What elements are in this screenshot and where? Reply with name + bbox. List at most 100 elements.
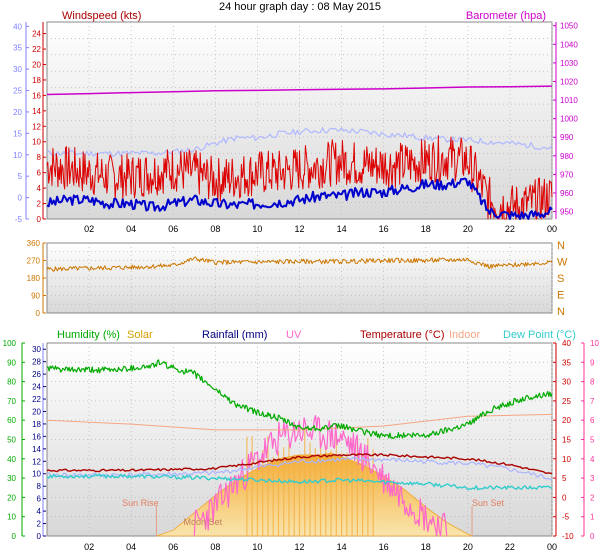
compass-label: S xyxy=(557,273,564,285)
uv-tick-label: 2 xyxy=(590,493,595,502)
hpa-tick-label: 980 xyxy=(560,152,574,161)
rain-tick-label: 22 xyxy=(32,395,41,404)
humidity-tick-label: 10 xyxy=(7,513,16,522)
moonset-label: Moon Set xyxy=(184,517,223,527)
x-tick-label: 08 xyxy=(210,224,220,234)
hpa-tick-label: 1050 xyxy=(560,22,578,31)
uv-tick-label: 4 xyxy=(590,455,595,464)
x-tick-label: 06 xyxy=(168,224,178,234)
humidity-tick-label: 100 xyxy=(3,339,17,348)
uv-tick-label: 5 xyxy=(590,436,595,445)
temp-tick-label: 5 xyxy=(562,474,567,483)
dir-tick-label: 90 xyxy=(31,292,40,301)
uv-tick-label: 7 xyxy=(590,397,595,406)
uv-line xyxy=(193,415,448,537)
x-tick-label: 12 xyxy=(294,542,304,552)
x-tick-label: 04 xyxy=(126,224,136,234)
kts-tick-label: 16 xyxy=(32,91,41,100)
rainfall-axis-label: Rainfall (mm) xyxy=(202,329,267,341)
wind-average-line xyxy=(46,177,553,220)
temp-tick-label: 15 xyxy=(562,436,571,445)
temp-tick-label: -10 xyxy=(562,532,574,541)
x-tick-label: 22 xyxy=(505,224,515,234)
ms-tick-label: 30 xyxy=(13,65,22,74)
ms-tick-label: 10 xyxy=(13,151,22,160)
temperature-line xyxy=(46,453,553,475)
x-tick-label: 18 xyxy=(421,542,431,552)
temp-tick-label: 0 xyxy=(562,493,567,502)
rain-tick-label: 12 xyxy=(32,457,41,466)
uv-tick-label: 0 xyxy=(590,532,595,541)
uv-tick-label: 8 xyxy=(590,378,595,387)
indoor-axis-label: Indoor xyxy=(449,329,481,341)
rain-tick-label: 8 xyxy=(37,482,42,491)
ms-tick-label: -5 xyxy=(15,215,23,224)
barometer-axis-label: Barometer (hpa) xyxy=(466,10,546,22)
x-tick-label: 18 xyxy=(421,224,431,234)
humidity-tick-label: 40 xyxy=(7,455,16,464)
humidity-tick-label: 50 xyxy=(7,436,16,445)
x-tick-label: 12 xyxy=(294,224,304,234)
ms-tick-label: 15 xyxy=(13,129,22,138)
hpa-tick-label: 1030 xyxy=(560,59,578,68)
compass-label: N xyxy=(557,306,565,318)
hpa-tick-label: 1040 xyxy=(560,40,578,49)
x-tick-label: 00 xyxy=(547,542,557,552)
solar-axis-label: Solar xyxy=(127,329,153,341)
hpa-tick-label: 960 xyxy=(560,189,574,198)
uv-tick-label: 1 xyxy=(590,513,595,522)
dir-tick-label: 270 xyxy=(27,257,41,266)
rain-tick-label: 26 xyxy=(32,370,41,379)
x-tick-label: 14 xyxy=(337,224,347,234)
kts-tick-label: 20 xyxy=(32,60,41,69)
x-tick-label: 22 xyxy=(505,542,515,552)
rain-tick-label: 16 xyxy=(32,432,41,441)
wind-speed-line xyxy=(46,135,553,220)
kts-tick-label: 6 xyxy=(37,169,42,178)
temp-tick-label: 35 xyxy=(562,358,571,367)
kts-tick-label: 22 xyxy=(32,45,41,54)
x-tick-label: 06 xyxy=(168,542,178,552)
temperature-axis-label: Temperature (°C) xyxy=(360,329,444,341)
kts-tick-label: 12 xyxy=(32,122,41,131)
compass-label: E xyxy=(557,290,564,302)
rain-tick-label: 6 xyxy=(37,495,42,504)
x-tick-label: 10 xyxy=(252,542,262,552)
ms-tick-label: 0 xyxy=(18,194,23,203)
rain-tick-label: 18 xyxy=(32,420,41,429)
humidity-tick-label: 80 xyxy=(7,378,16,387)
hpa-tick-label: 1020 xyxy=(560,77,578,86)
dewpoint-line xyxy=(46,473,553,491)
hpa-tick-label: 970 xyxy=(560,170,574,179)
rain-tick-label: 14 xyxy=(32,445,41,454)
x-tick-label: 04 xyxy=(126,542,136,552)
ms-tick-label: 35 xyxy=(13,44,22,53)
dir-tick-label: 0 xyxy=(36,309,41,318)
hpa-tick-label: 990 xyxy=(560,133,574,142)
x-tick-label: 20 xyxy=(463,542,473,552)
kts-tick-label: 10 xyxy=(32,138,41,147)
kts-tick-label: 14 xyxy=(32,107,41,116)
ms-tick-label: 25 xyxy=(13,87,22,96)
rain-tick-label: 4 xyxy=(37,507,42,516)
ms-tick-label: 5 xyxy=(18,172,23,181)
kts-tick-label: 0 xyxy=(37,215,42,224)
humidity-tick-label: 70 xyxy=(7,397,16,406)
kts-tick-label: 4 xyxy=(37,184,42,193)
indoor-line xyxy=(46,413,553,431)
compass-label: W xyxy=(557,257,568,269)
rain-tick-label: 10 xyxy=(32,470,41,479)
kts-tick-label: 2 xyxy=(37,200,42,209)
x-tick-label: 16 xyxy=(379,542,389,552)
humidity-axis-label: Humidity (%) xyxy=(57,329,120,341)
barometer-line xyxy=(46,85,553,96)
kts-tick-label: 24 xyxy=(32,30,41,39)
dir-tick-label: 180 xyxy=(27,274,41,283)
humidity-tick-label: 90 xyxy=(7,358,16,367)
humidity-line xyxy=(46,359,553,440)
uv-tick-label: 6 xyxy=(590,416,595,425)
dewpoint-axis-label: Dew Point (°C) xyxy=(503,329,576,341)
dir-tick-label: 360 xyxy=(27,239,41,248)
rain-tick-label: 28 xyxy=(32,358,41,367)
ms-tick-label: 20 xyxy=(13,108,22,117)
